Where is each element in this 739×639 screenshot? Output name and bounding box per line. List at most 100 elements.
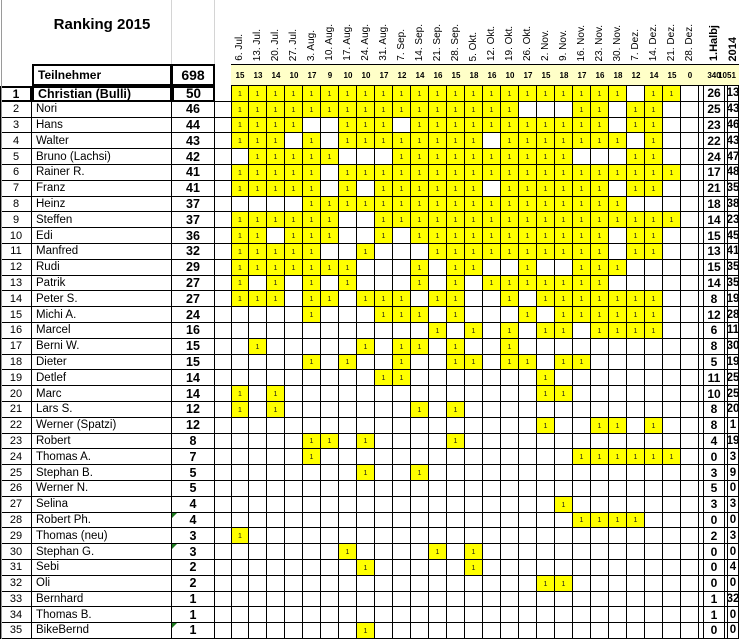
attendance-cell[interactable]: 1: [447, 307, 465, 323]
attendance-cell[interactable]: [231, 338, 249, 355]
attendance-cell[interactable]: [609, 623, 627, 639]
first-half-value-cell[interactable]: 1: [703, 607, 725, 624]
attendance-cell[interactable]: [447, 449, 465, 466]
attendance-cell[interactable]: [627, 338, 645, 355]
attendance-cell[interactable]: 1: [501, 149, 519, 165]
attendance-cell[interactable]: 1: [375, 291, 393, 308]
attendance-cell[interactable]: 1: [465, 354, 483, 371]
attendance-cell[interactable]: [555, 623, 573, 639]
attendance-cell[interactable]: 1: [573, 243, 591, 260]
attendance-cell[interactable]: [465, 528, 483, 545]
attendance-cell[interactable]: [465, 401, 483, 418]
attendance-cell[interactable]: [627, 370, 645, 387]
attendance-cell[interactable]: 1: [501, 164, 519, 181]
attendance-cell[interactable]: [501, 575, 519, 592]
attendance-cell[interactable]: [375, 354, 393, 371]
attendance-cell[interactable]: [627, 465, 645, 481]
attendance-cell[interactable]: [681, 591, 699, 608]
attendance-cell[interactable]: [375, 433, 393, 450]
points-total-cell[interactable]: 5: [172, 480, 215, 497]
attendance-cell[interactable]: [375, 401, 393, 418]
attendance-cell[interactable]: [303, 512, 321, 529]
attendance-cell[interactable]: 1: [465, 149, 483, 165]
attendance-cell[interactable]: 1: [627, 212, 645, 229]
attendance-cell[interactable]: [375, 623, 393, 639]
attendance-cell[interactable]: 1: [411, 86, 429, 102]
participant-name-cell[interactable]: Peter S.: [32, 291, 172, 308]
points-total-cell[interactable]: 14: [172, 370, 215, 387]
attendance-cell[interactable]: [465, 370, 483, 387]
attendance-cell[interactable]: 1: [537, 370, 555, 387]
attendance-cell[interactable]: [375, 480, 393, 497]
attendance-cell[interactable]: 1: [555, 228, 573, 244]
attendance-cell[interactable]: 1: [663, 212, 681, 229]
attendance-cell[interactable]: [231, 496, 249, 513]
attendance-cell[interactable]: [573, 607, 591, 624]
attendance-cell[interactable]: 1: [555, 164, 573, 181]
attendance-cell[interactable]: [501, 528, 519, 545]
attendance-cell[interactable]: 1: [663, 86, 681, 102]
attendance-cell[interactable]: [501, 607, 519, 624]
points-total-cell[interactable]: 44: [172, 117, 215, 134]
attendance-cell[interactable]: 1: [555, 307, 573, 323]
attendance-cell[interactable]: 1: [645, 212, 663, 229]
date-column-header[interactable]: 3. Aug.: [306, 29, 317, 61]
attendance-cell[interactable]: [393, 449, 411, 466]
attendance-cell[interactable]: 1: [357, 559, 375, 576]
rank-cell[interactable]: 9: [0, 212, 32, 229]
attendance-cell[interactable]: [339, 149, 357, 165]
first-half-value-cell[interactable]: 23: [703, 117, 725, 134]
attendance-cell[interactable]: [483, 259, 501, 276]
weekly-count-cell[interactable]: 15: [235, 70, 245, 80]
attendance-cell[interactable]: [663, 433, 681, 450]
attendance-cell[interactable]: 1: [321, 291, 339, 308]
attendance-cell[interactable]: [609, 101, 627, 118]
attendance-cell[interactable]: 1: [483, 101, 501, 118]
year2014-value-cell[interactable]: 19: [727, 354, 739, 371]
attendance-cell[interactable]: [681, 449, 699, 466]
attendance-cell[interactable]: [285, 465, 303, 481]
attendance-cell[interactable]: 1: [627, 164, 645, 181]
attendance-cell[interactable]: 1: [609, 196, 627, 213]
attendance-cell[interactable]: [573, 575, 591, 592]
attendance-cell[interactable]: [429, 386, 447, 402]
attendance-cell[interactable]: [501, 512, 519, 529]
rank-cell[interactable]: 27: [0, 496, 32, 513]
participant-name-cell[interactable]: Rainer R.: [32, 164, 172, 181]
attendance-cell[interactable]: [285, 401, 303, 418]
attendance-cell[interactable]: 1: [501, 322, 519, 339]
attendance-cell[interactable]: 1: [393, 86, 411, 102]
attendance-cell[interactable]: [627, 623, 645, 639]
attendance-cell[interactable]: 1: [465, 322, 483, 339]
attendance-cell[interactable]: [339, 623, 357, 639]
attendance-cell[interactable]: [573, 528, 591, 545]
year2014-value-cell[interactable]: 13: [727, 86, 739, 102]
attendance-cell[interactable]: [267, 591, 285, 608]
rank-cell[interactable]: 17: [0, 338, 32, 355]
attendance-cell[interactable]: 1: [519, 164, 537, 181]
attendance-cell[interactable]: [357, 386, 375, 402]
attendance-cell[interactable]: 1: [267, 117, 285, 134]
year2014-value-cell[interactable]: 41: [727, 243, 739, 260]
attendance-cell[interactable]: 1: [357, 465, 375, 481]
attendance-cell[interactable]: 1: [375, 212, 393, 229]
attendance-cell[interactable]: [375, 275, 393, 292]
attendance-cell[interactable]: [321, 401, 339, 418]
attendance-cell[interactable]: [231, 607, 249, 624]
attendance-cell[interactable]: 1: [573, 228, 591, 244]
attendance-cell[interactable]: 1: [609, 86, 627, 102]
attendance-cell[interactable]: [411, 528, 429, 545]
points-total-cell[interactable]: 2: [172, 559, 215, 576]
first-half-value-cell[interactable]: 0: [703, 559, 725, 576]
attendance-cell[interactable]: [537, 401, 555, 418]
attendance-cell[interactable]: [285, 480, 303, 497]
attendance-cell[interactable]: [393, 243, 411, 260]
attendance-cell[interactable]: [285, 512, 303, 529]
attendance-cell[interactable]: [681, 149, 699, 165]
attendance-cell[interactable]: [483, 322, 501, 339]
attendance-cell[interactable]: [375, 496, 393, 513]
attendance-cell[interactable]: 1: [483, 212, 501, 229]
rank-cell[interactable]: 4: [0, 133, 32, 150]
year2014-value-cell[interactable]: 46: [727, 117, 739, 134]
attendance-cell[interactable]: [357, 480, 375, 497]
